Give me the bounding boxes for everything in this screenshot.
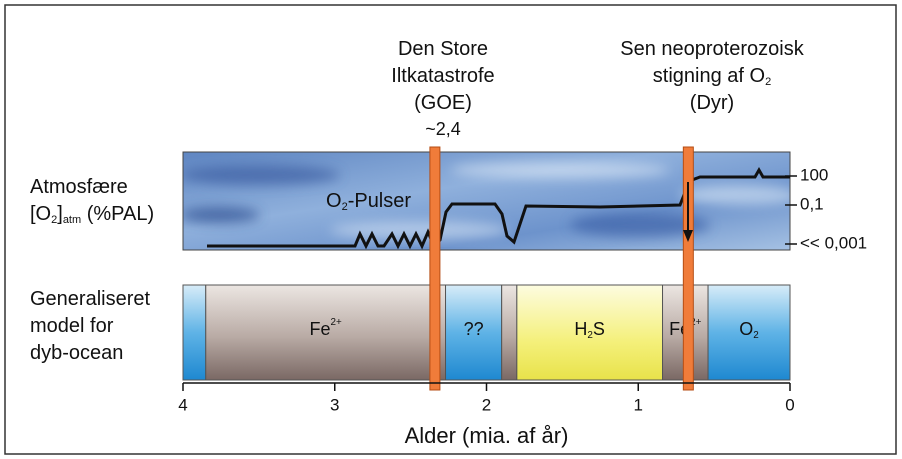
panel-label: dyb-ocean bbox=[30, 342, 123, 364]
text: O bbox=[739, 319, 753, 339]
tick-label: 2 bbox=[482, 395, 491, 414]
text: S bbox=[593, 319, 605, 339]
text: [O bbox=[30, 203, 51, 225]
event-bar bbox=[430, 147, 440, 390]
event-label: Iltkatastrofe bbox=[391, 65, 494, 87]
text: Sen neoproterozoisk bbox=[620, 38, 804, 60]
sub: atm bbox=[63, 214, 81, 226]
sub: 2 bbox=[753, 330, 759, 341]
text: H bbox=[574, 319, 587, 339]
text: Generaliseret bbox=[30, 288, 151, 310]
event-label: Sen neoproterozoisk bbox=[620, 38, 804, 60]
tick-label: 1 bbox=[634, 395, 643, 414]
event-label: (GOE) bbox=[414, 92, 472, 114]
x-axis: 4 3 2 1 0 Alder (mia. af år) bbox=[178, 383, 794, 448]
tick-label: 0 bbox=[785, 395, 794, 414]
level-label: 100 bbox=[800, 165, 828, 184]
text: Den Store bbox=[398, 38, 488, 60]
tick-label: 3 bbox=[330, 395, 339, 414]
ocean-segment bbox=[502, 285, 517, 380]
text: Fe bbox=[310, 319, 331, 339]
atmosphere-panel bbox=[180, 152, 800, 250]
level-label: 0,1 bbox=[800, 194, 824, 213]
text: O bbox=[326, 190, 342, 212]
level-label: << 0,001 bbox=[800, 233, 867, 252]
text: model for bbox=[30, 315, 114, 337]
curve-label: O2-Pulser bbox=[326, 190, 411, 213]
text: (Dyr) bbox=[690, 92, 734, 114]
tick-label: 4 bbox=[178, 395, 187, 414]
text: stigning af O bbox=[653, 65, 765, 87]
event-label: (Dyr) bbox=[690, 92, 734, 114]
text: (GOE) bbox=[414, 92, 472, 114]
panel-label: Atmosfære bbox=[30, 176, 128, 198]
event-label: stigning af O2 bbox=[653, 65, 771, 88]
ocean-segment bbox=[183, 285, 206, 380]
text: Atmosfære bbox=[30, 176, 128, 198]
text: -Pulser bbox=[348, 190, 412, 212]
panel-label: Generaliseret bbox=[30, 288, 151, 310]
sub: 2 bbox=[765, 76, 771, 88]
event-label: Den Store bbox=[398, 38, 488, 60]
text: Iltkatastrofe bbox=[391, 65, 494, 87]
panel-label: [O2]atm (%PAL) bbox=[30, 203, 154, 226]
text: ?? bbox=[464, 319, 484, 339]
segment-label: ?? bbox=[464, 319, 484, 339]
age-label: ~2,4 bbox=[425, 119, 461, 139]
diagram: Fe2+??H2SFe2+O2 43210Alder (mia. af år) … bbox=[0, 0, 902, 459]
axis-title: Alder (mia. af år) bbox=[405, 423, 569, 448]
panel-label: model for bbox=[30, 315, 114, 337]
text: (%PAL) bbox=[81, 203, 154, 225]
sup: 2+ bbox=[331, 317, 342, 328]
text: dyb-ocean bbox=[30, 342, 123, 364]
